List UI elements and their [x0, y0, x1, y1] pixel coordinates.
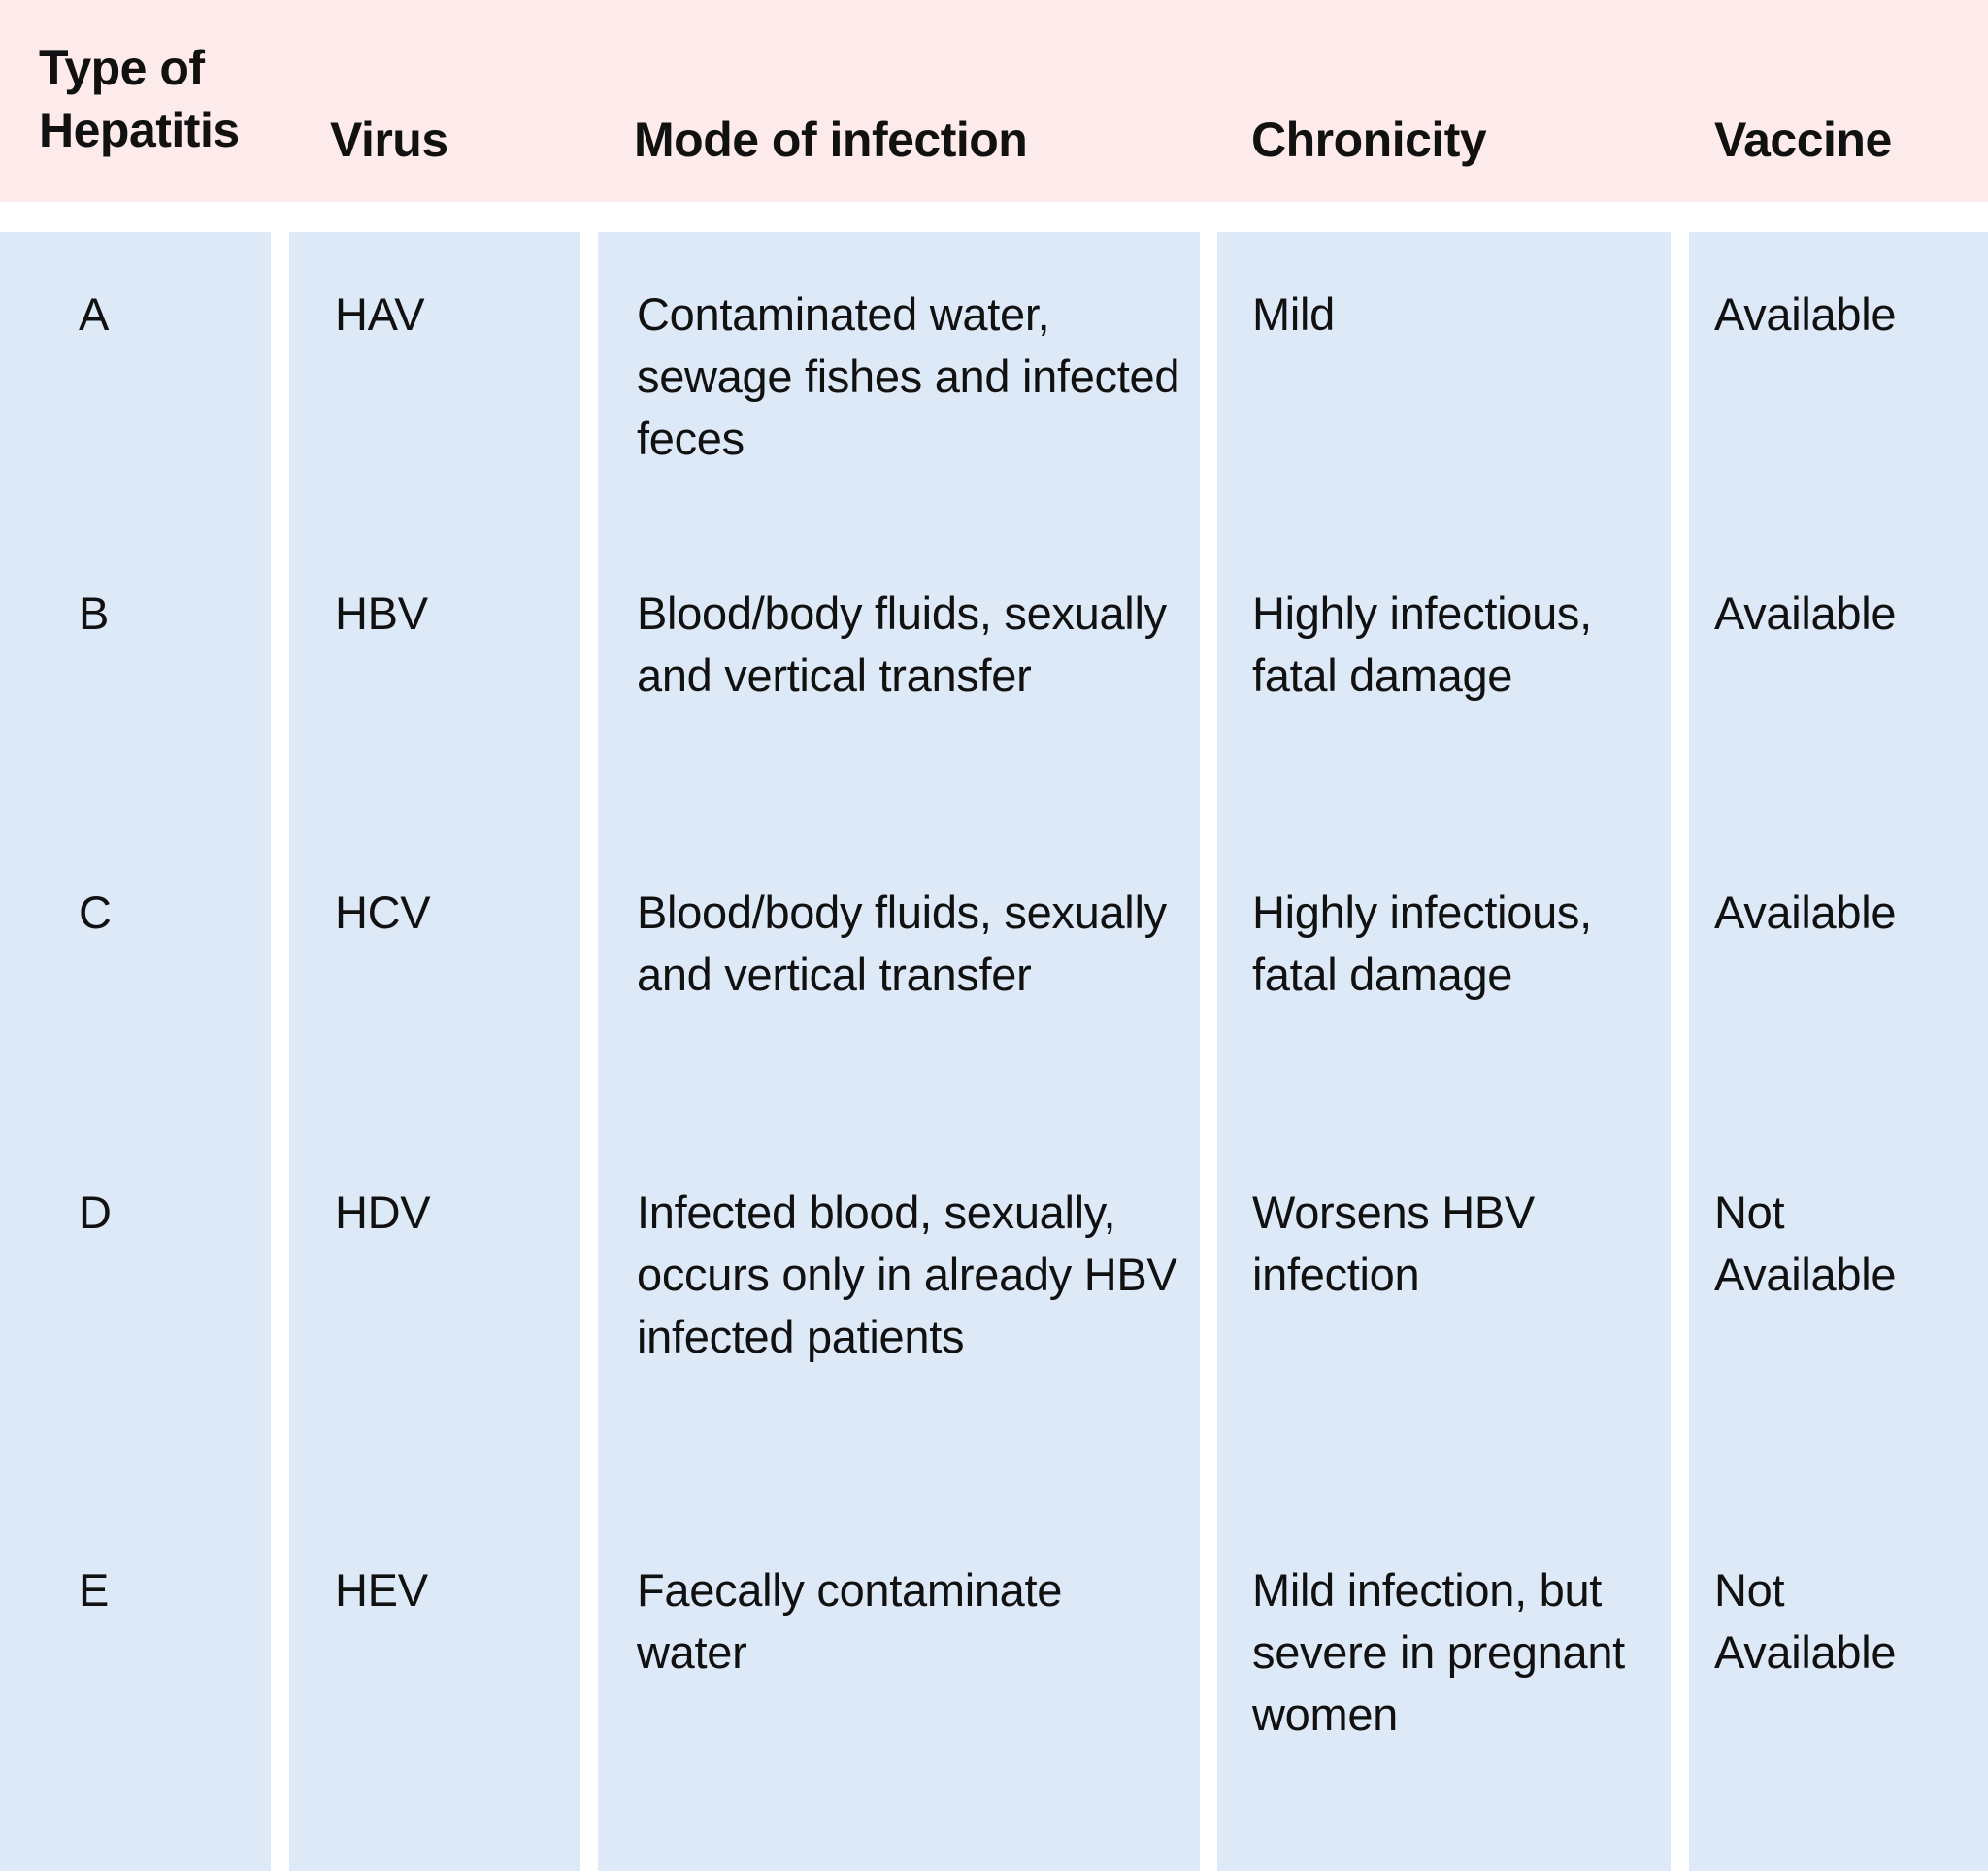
cell-chronicity: Mild infection, but severe in pregnant w…	[1252, 1564, 1625, 1740]
cell-virus: HAV	[335, 288, 425, 340]
header-line: Hepatitis	[39, 103, 240, 157]
cell-chronicity: Mild	[1252, 288, 1335, 340]
cell-type: E	[79, 1564, 110, 1616]
cell-mode: Blood/body fluids, sexually and vertical…	[637, 587, 1167, 701]
column-chronicity	[1217, 232, 1671, 1871]
header-mode-of-infection: Mode of infection	[634, 113, 1028, 167]
table-header: Type of Hepatitis Virus Mode of infectio…	[0, 0, 1988, 202]
cell-vaccine: Available	[1714, 886, 1897, 938]
cell-chronicity: Highly infectious, fatal damage	[1252, 886, 1592, 1000]
cell-virus: HCV	[335, 886, 431, 938]
cell-mode: Infected blood, sexually, occurs only in…	[637, 1186, 1177, 1362]
cell-type: D	[79, 1186, 112, 1238]
cell-type: A	[79, 288, 110, 340]
column-type	[0, 232, 271, 1871]
header-chronicity: Chronicity	[1251, 113, 1487, 167]
cell-vaccine: Available	[1714, 587, 1897, 639]
header-type-of-hepatitis: Type of Hepatitis	[39, 37, 240, 161]
header-virus: Virus	[330, 113, 448, 167]
cell-vaccine: Not Available	[1714, 1564, 1897, 1678]
cell-virus: HEV	[335, 1564, 428, 1616]
cell-virus: HDV	[335, 1186, 431, 1238]
cell-type: C	[79, 886, 112, 938]
cell-type: B	[79, 587, 110, 639]
cell-mode: Faecally contaminate water	[637, 1564, 1063, 1678]
cell-chronicity: Highly infectious, fatal damage	[1252, 587, 1592, 701]
cell-mode: Blood/body fluids, sexually and vertical…	[637, 886, 1167, 1000]
column-virus	[289, 232, 580, 1871]
cell-vaccine: Available	[1714, 288, 1897, 340]
cell-vaccine: Not Available	[1714, 1186, 1897, 1300]
cell-chronicity: Worsens HBV infection	[1252, 1186, 1535, 1300]
cell-virus: HBV	[335, 587, 428, 639]
column-mode	[598, 232, 1200, 1871]
header-vaccine: Vaccine	[1714, 113, 1892, 167]
header-line: Type of	[39, 41, 205, 95]
cell-mode: Contaminated water, sewage fishes and in…	[637, 288, 1180, 464]
column-vaccine	[1689, 232, 1988, 1871]
